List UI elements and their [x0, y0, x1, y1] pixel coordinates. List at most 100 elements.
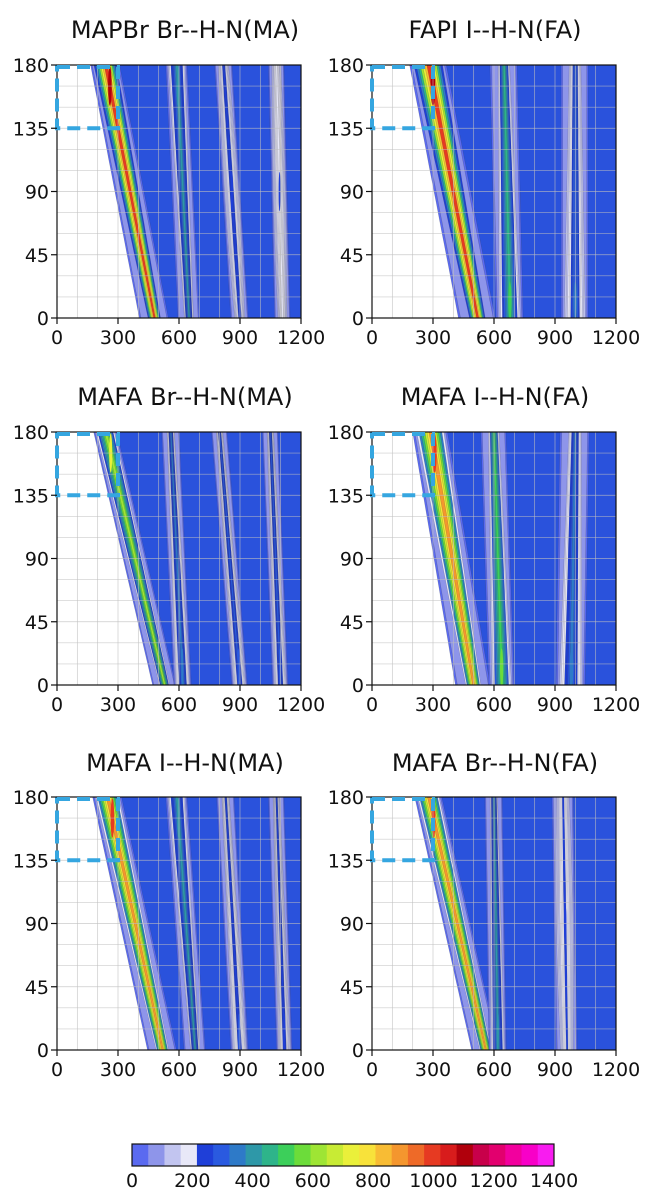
y-tick-label: 90 — [25, 549, 49, 571]
y-tick-label: 180 — [328, 787, 364, 809]
heatmap-panel: MAFA I--H-N(MA) 0 300 600 900 1200 0 45 90 135 180 — [13, 749, 325, 1081]
colorbar-tick-label: 600 — [295, 1170, 331, 1190]
y-tick-label: 180 — [328, 55, 364, 77]
colorbar-tick-label: 400 — [234, 1170, 270, 1190]
x-tick-label: 1200 — [277, 327, 325, 349]
colorbar-tick-label: 800 — [355, 1170, 391, 1190]
density-peak — [570, 648, 574, 687]
y-tick-label: 135 — [13, 118, 49, 140]
x-tick-label: 600 — [161, 327, 197, 349]
y-tick-label: 90 — [340, 549, 364, 571]
y-tick-label: 180 — [13, 422, 49, 444]
y-tick-label: 0 — [37, 308, 49, 330]
colorbar-segment — [473, 1144, 490, 1166]
colorbar-segment — [164, 1144, 181, 1166]
x-tick-label: 0 — [51, 1059, 63, 1081]
colorbar-segment — [375, 1144, 392, 1166]
density-peak — [500, 648, 503, 687]
density-peak — [497, 1013, 499, 1052]
colorbar-segment — [327, 1144, 344, 1166]
y-tick-label: 0 — [352, 308, 364, 330]
y-tick-label: 90 — [25, 182, 49, 204]
y-tick-label: 45 — [25, 977, 49, 999]
x-tick-label: 300 — [100, 1059, 136, 1081]
y-tick-label: 90 — [25, 914, 49, 936]
x-tick-label: 900 — [537, 694, 573, 716]
x-tick-label: 600 — [161, 1059, 197, 1081]
x-tick-label: 900 — [222, 327, 258, 349]
heatmap-panel: MAPBr Br--H-N(MA) 0 300 600 900 1200 0 45 90 135 1… — [13, 16, 325, 349]
colorbar-segment — [424, 1144, 441, 1166]
x-tick-label: 900 — [537, 1059, 573, 1081]
x-tick-label: 300 — [415, 1059, 451, 1081]
colorbar-tick-label: 1200 — [470, 1170, 518, 1190]
x-tick-label: 1200 — [592, 1059, 640, 1081]
heatmap-panel: MAFA I--H-N(FA) 0 300 600 900 1200 0 45 90 135 180 — [328, 383, 640, 716]
y-tick-label: 135 — [13, 485, 49, 507]
x-tick-label: 600 — [161, 694, 197, 716]
colorbar-tick-label: 0 — [126, 1170, 138, 1190]
x-tick-label: 900 — [222, 1059, 258, 1081]
x-tick-label: 300 — [100, 327, 136, 349]
panel-title: MAPBr Br--H-N(MA) — [71, 16, 299, 44]
x-tick-label: 1200 — [277, 1059, 325, 1081]
y-tick-label: 0 — [37, 1040, 49, 1062]
panel-title: MAFA Br--H-N(MA) — [77, 383, 292, 411]
colorbar-tick-label: 1400 — [530, 1170, 578, 1190]
colorbar-segment — [489, 1144, 506, 1166]
y-tick-label: 90 — [340, 182, 364, 204]
colorbar-tick-label: 200 — [174, 1170, 210, 1190]
y-tick-label: 0 — [352, 1040, 364, 1062]
colorbar-segment — [538, 1144, 555, 1166]
heatmap-panel: MAFA Br--H-N(MA) 0 300 600 900 1200 0 45 90 135 18… — [13, 383, 325, 716]
x-tick-label: 1200 — [592, 327, 640, 349]
y-tick-label: 180 — [328, 422, 364, 444]
colorbar-segment — [392, 1144, 409, 1166]
x-tick-label: 300 — [415, 694, 451, 716]
colorbar-segment — [197, 1144, 214, 1166]
colorbar-segment — [262, 1144, 279, 1166]
x-tick-label: 0 — [366, 327, 378, 349]
density-peak — [283, 1013, 285, 1052]
colorbar-segment — [148, 1144, 165, 1166]
y-tick-label: 45 — [25, 245, 49, 267]
y-tick-label: 45 — [340, 245, 364, 267]
panel-title: MAFA Br--H-N(FA) — [392, 749, 598, 777]
y-tick-label: 45 — [340, 612, 364, 634]
panel-title: FAPI I--H-N(FA) — [408, 16, 581, 44]
heatmap-panel: MAFA Br--H-N(FA)0 300 600 900 12000459013518… — [328, 749, 640, 1081]
colorbar-segment — [181, 1144, 198, 1166]
density-peak — [181, 648, 183, 687]
y-tick-label: 180 — [13, 55, 49, 77]
colorbar-segment — [457, 1144, 474, 1166]
x-tick-label: 1200 — [592, 694, 640, 716]
y-tick-label: 135 — [328, 485, 364, 507]
x-tick-label: 900 — [222, 694, 258, 716]
x-tick-label: 1200 — [277, 694, 325, 716]
x-tick-label: 300 — [100, 694, 136, 716]
colorbar-segment — [229, 1144, 246, 1166]
colorbar-segment — [294, 1144, 311, 1166]
colorbar-segment — [408, 1144, 425, 1166]
y-tick-label: 0 — [352, 675, 364, 697]
colorbar-segment — [311, 1144, 328, 1166]
heatmap-panel: FAPI I--H-N(FA)0 300 600 900 120004590135180 — [328, 16, 640, 349]
x-tick-label: 900 — [537, 327, 573, 349]
x-tick-label: 0 — [51, 694, 63, 716]
density-peak — [238, 648, 240, 687]
colorbar-segment — [440, 1144, 457, 1166]
colorbar: 0 200 400 600 800 1000 1200 1400 — [126, 1144, 578, 1190]
colorbar-segment — [522, 1144, 539, 1166]
y-tick-label: 45 — [340, 977, 364, 999]
colorbar-segment — [343, 1144, 360, 1166]
x-tick-label: 0 — [51, 327, 63, 349]
y-tick-label: 45 — [25, 612, 49, 634]
y-tick-label: 135 — [13, 850, 49, 872]
colorbar-segment — [213, 1144, 230, 1166]
x-tick-label: 600 — [476, 1059, 512, 1081]
panel-title: MAFA I--H-N(FA) — [401, 383, 590, 411]
x-tick-label: 600 — [476, 327, 512, 349]
colorbar-tick-label: 1000 — [409, 1170, 457, 1190]
colorbar-segment — [132, 1144, 149, 1166]
